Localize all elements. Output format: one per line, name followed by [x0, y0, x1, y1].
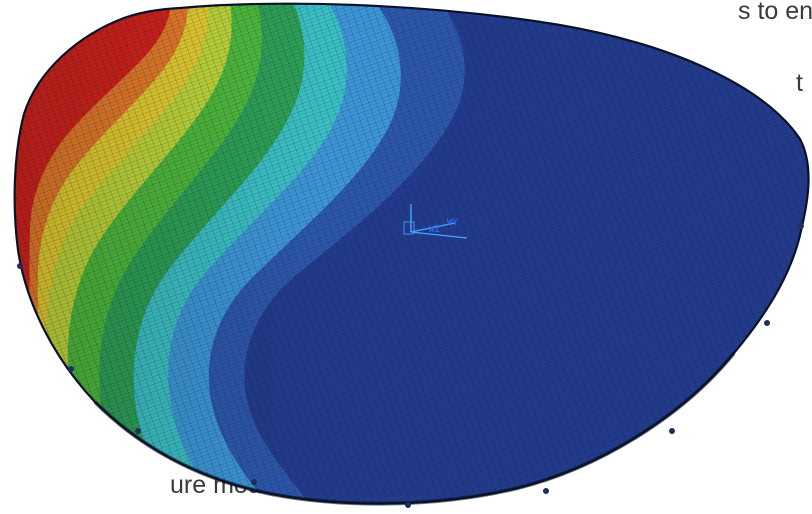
disk-edge-thickness — [93, 351, 736, 506]
edge-supports — [17, 223, 804, 508]
axis-triad: WZ WY — [403, 204, 468, 239]
axis-label-x: WZ — [429, 225, 440, 235]
axis-right — [410, 222, 456, 233]
axis-origin-marker — [403, 221, 415, 235]
axis-forward — [410, 231, 468, 239]
background-text-line-1: s to ensure — [738, 0, 812, 25]
background-text-line-2: t — [796, 69, 803, 97]
axis-label-y: WY — [447, 218, 458, 228]
